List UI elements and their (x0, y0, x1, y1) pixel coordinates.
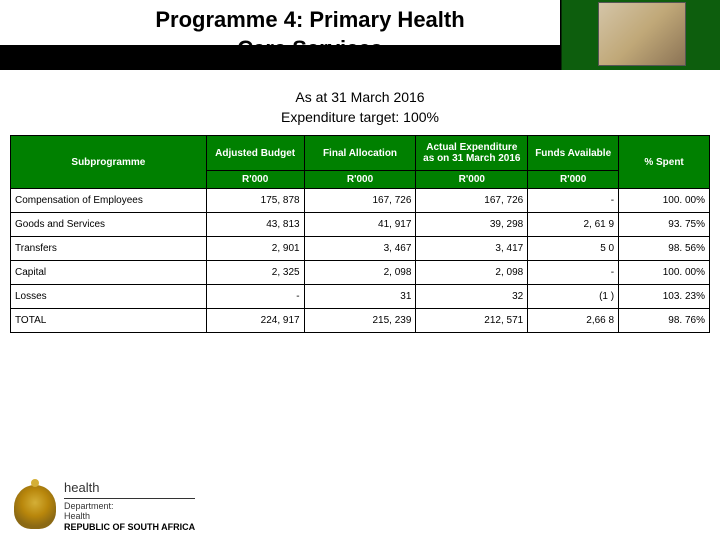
cell: 2, 098 (304, 261, 416, 285)
table-row: Goods and Services 43, 813 41, 917 39, 2… (11, 213, 710, 237)
row-label: Transfers (11, 237, 207, 261)
cell: 93. 75% (619, 213, 710, 237)
table-row: Compensation of Employees 175, 878 167, … (11, 189, 710, 213)
subtitle-line-1: As at 31 March 2016 (0, 88, 720, 108)
cell: 100. 00% (619, 261, 710, 285)
row-label: Compensation of Employees (11, 189, 207, 213)
cell: 39, 298 (416, 213, 528, 237)
cell: 3, 467 (304, 237, 416, 261)
cell: 224, 917 (206, 309, 304, 333)
cell: 100. 00% (619, 189, 710, 213)
table-container: Subprogramme Adjusted Budget Final Alloc… (10, 135, 710, 333)
expenditure-table: Subprogramme Adjusted Budget Final Alloc… (10, 135, 710, 333)
title-line-2: Care Services (60, 35, 560, 64)
header-bar: Programme 4: Primary Health Care Service… (0, 0, 720, 70)
table-body: Compensation of Employees 175, 878 167, … (11, 189, 710, 333)
cell: 2, 098 (416, 261, 528, 285)
footer-country: REPUBLIC OF SOUTH AFRICA (64, 522, 195, 532)
row-label: Goods and Services (11, 213, 207, 237)
cell: 175, 878 (206, 189, 304, 213)
row-label: Losses (11, 285, 207, 309)
col-subprogramme: Subprogramme (11, 136, 207, 189)
col-pct-spent: % Spent (619, 136, 710, 189)
unit-actual: R'000 (416, 171, 528, 189)
cell: 2, 325 (206, 261, 304, 285)
cell: (1 ) (528, 285, 619, 309)
footer-text: health Department: Health REPUBLIC OF SO… (64, 481, 195, 532)
page-title: Programme 4: Primary Health Care Service… (60, 6, 560, 63)
cell: 167, 726 (416, 189, 528, 213)
cell: 43, 813 (206, 213, 304, 237)
unit-funds: R'000 (528, 171, 619, 189)
header-photo (598, 2, 686, 66)
col-funds-available: Funds Available (528, 136, 619, 171)
table-header-row: Subprogramme Adjusted Budget Final Alloc… (11, 136, 710, 171)
row-label: TOTAL (11, 309, 207, 333)
table-row: Transfers 2, 901 3, 467 3, 417 5 0 98. 5… (11, 237, 710, 261)
row-label: Capital (11, 261, 207, 285)
col-actual-expenditure: Actual Expenditure as on 31 March 2016 (416, 136, 528, 171)
col-final-allocation: Final Allocation (304, 136, 416, 171)
cell: 31 (304, 285, 416, 309)
cell: 2,66 8 (528, 309, 619, 333)
subtitle-block: As at 31 March 2016 Expenditure target: … (0, 88, 720, 127)
cell: 98. 56% (619, 237, 710, 261)
cell: 2, 901 (206, 237, 304, 261)
cell: 103. 23% (619, 285, 710, 309)
cell: 5 0 (528, 237, 619, 261)
footer-brand: health (64, 481, 195, 499)
footer-dept1: Department: (64, 501, 195, 511)
coat-of-arms-icon (14, 485, 56, 529)
cell: 2, 61 9 (528, 213, 619, 237)
footer-logo: health Department: Health REPUBLIC OF SO… (14, 481, 195, 532)
unit-adjusted: R'000 (206, 171, 304, 189)
cell: 167, 726 (304, 189, 416, 213)
col-adjusted-budget: Adjusted Budget (206, 136, 304, 171)
cell: - (528, 189, 619, 213)
cell: 215, 239 (304, 309, 416, 333)
table-row: Capital 2, 325 2, 098 2, 098 - 100. 00% (11, 261, 710, 285)
title-line-1: Programme 4: Primary Health (60, 6, 560, 35)
unit-final: R'000 (304, 171, 416, 189)
cell: 41, 917 (304, 213, 416, 237)
table-row: TOTAL 224, 917 215, 239 212, 571 2,66 8 … (11, 309, 710, 333)
cell: - (206, 285, 304, 309)
cell: 98. 76% (619, 309, 710, 333)
subtitle-line-2: Expenditure target: 100% (0, 108, 720, 128)
cell: 32 (416, 285, 528, 309)
cell: 212, 571 (416, 309, 528, 333)
table-row: Losses - 31 32 (1 ) 103. 23% (11, 285, 710, 309)
footer-dept2: Health (64, 511, 195, 521)
cell: 3, 417 (416, 237, 528, 261)
cell: - (528, 261, 619, 285)
